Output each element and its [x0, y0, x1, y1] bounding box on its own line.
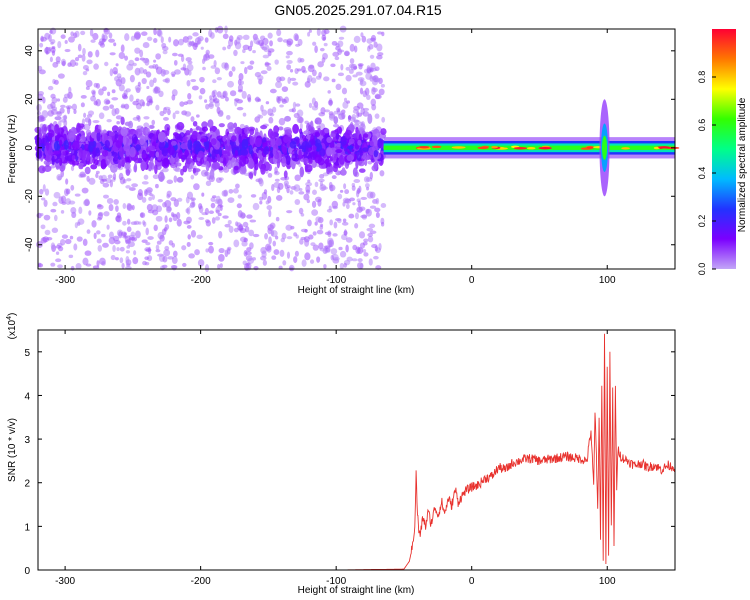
snr-panel: -300 -200 -100 0 100 0 1 2 3 4 5 Height of straig… — [6, 313, 676, 596]
snr-frame — [37, 329, 676, 571]
snr-y-multiplier: (x104) — [6, 313, 18, 340]
spectrogram-y-tick-label: 40 — [24, 45, 35, 57]
snr-x-axis: -300 -200 -100 0 100 — [55, 330, 616, 587]
snr-x-tick-label: -200 — [191, 576, 211, 587]
snr-y-tick-label: 5 — [24, 348, 30, 359]
colorbar-tick-label: 0.6 — [697, 119, 707, 132]
spectrogram-y-tick-label: 20 — [24, 93, 35, 105]
chart-title: GN05.2025.291.07.04.R15 — [274, 2, 442, 18]
spectrogram-marks — [34, 25, 680, 273]
spectrogram-x-label: Height of straight line (km) — [298, 285, 415, 296]
colorbar-scale — [712, 29, 736, 269]
spectrogram-y-tick-label: -20 — [24, 189, 35, 204]
snr-y-tick-label: 1 — [24, 522, 30, 533]
spectrogram-y-label: Frequency (Hz) — [7, 115, 18, 184]
spectrogram-x-axis: -300 -200 -100 0 100 — [55, 29, 616, 286]
snr-y-tick-label: 0 — [24, 566, 30, 577]
colorbar-tick-label: 0.8 — [697, 71, 707, 84]
snr-y-axis: 0 1 2 3 4 5 — [24, 348, 675, 577]
snr-x-tick-label: -100 — [326, 576, 346, 587]
spectrogram-x-tick-label: 0 — [469, 275, 475, 286]
spectrogram-x-tick-label: 100 — [599, 275, 616, 286]
spectrogram-x-tick-label: -300 — [55, 275, 75, 286]
colorbar-axis: 0.0 0.2 0.4 0.6 0.8 — [697, 71, 716, 276]
snr-x-tick-label: -300 — [55, 576, 75, 587]
spectrogram-y-tick-label: 0 — [24, 145, 35, 151]
colorbar-tick-label: 0.2 — [697, 215, 707, 228]
snr-y-tick-label: 3 — [24, 435, 30, 446]
spectrogram-feature-2 — [383, 137, 680, 159]
spectrogram-feature-1 — [34, 25, 387, 273]
snr-y-tick-label: 4 — [24, 391, 30, 402]
spectrogram-y-tick-label: -40 — [24, 237, 35, 252]
spectrogram-x-tick-label: -200 — [191, 275, 211, 286]
colorbar: 0.0 0.2 0.4 0.6 0.8 Normalized spectral ampl… — [697, 29, 748, 275]
spectrogram-feature-3 — [599, 99, 610, 197]
snr-x-tick-label: 0 — [469, 576, 475, 587]
colorbar-label: Normalized spectral amplitude — [737, 97, 748, 232]
spectrogram-x-tick-label: -100 — [326, 275, 346, 286]
colorbar-tick-label: 0.0 — [697, 263, 707, 276]
snr-x-label: Height of straight line (km) — [298, 585, 415, 596]
snr-y-tick-label: 2 — [24, 479, 30, 490]
spectrogram-frame — [37, 28, 676, 270]
snr-y-label: SNR (10 * v/v) — [7, 418, 18, 482]
snr-x-tick-label: 100 — [599, 576, 616, 587]
spectrogram-y-axis: -40 -20 0 20 40 — [24, 45, 675, 252]
snr-plot-area — [38, 330, 675, 570]
colorbar-tick-label: 0.4 — [697, 167, 707, 180]
